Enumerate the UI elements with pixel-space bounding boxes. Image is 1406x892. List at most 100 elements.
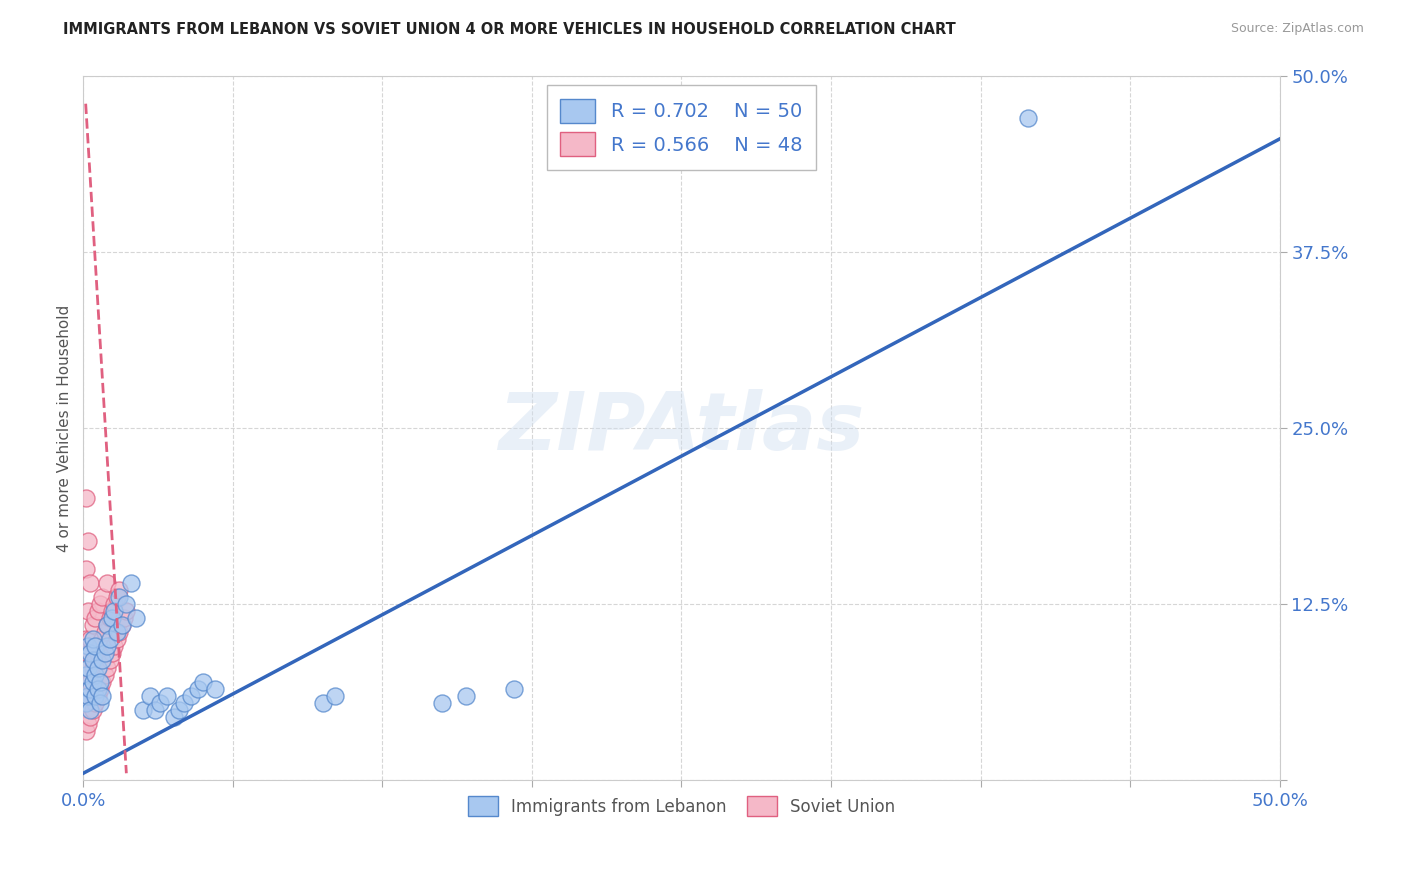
Point [108, 590, 131, 604]
Point [84, 667, 107, 681]
Point [79, 632, 101, 647]
Point [75, 562, 97, 576]
Point [82, 632, 104, 647]
Point [456, 689, 478, 703]
Point [82, 703, 104, 717]
Point [103, 640, 125, 654]
Point [98, 653, 121, 667]
Point [82, 653, 104, 667]
Point [75, 491, 97, 506]
Point [115, 597, 138, 611]
Point [75, 696, 97, 710]
Point [503, 681, 526, 696]
Point [432, 696, 454, 710]
Point [105, 625, 128, 640]
Point [91, 632, 114, 647]
Point [110, 618, 132, 632]
Point [86, 647, 108, 661]
Point [75, 667, 97, 681]
Point [311, 696, 333, 710]
Point [89, 674, 111, 689]
Point [180, 689, 202, 703]
Point [84, 689, 107, 703]
Point [75, 723, 97, 738]
Point [82, 674, 104, 689]
Text: IMMIGRANTS FROM LEBANON VS SOVIET UNION 4 OR MORE VEHICLES IN HOUSEHOLD CORRELAT: IMMIGRANTS FROM LEBANON VS SOVIET UNION … [63, 22, 956, 37]
Point [105, 632, 128, 647]
Point [86, 660, 108, 674]
Point [98, 611, 121, 625]
Point [105, 590, 128, 604]
Point [191, 674, 214, 689]
Point [94, 647, 117, 661]
Point [82, 660, 104, 674]
Point [96, 618, 118, 632]
Point [84, 696, 107, 710]
Point [115, 604, 138, 618]
Point [84, 640, 107, 654]
Point [77, 660, 100, 674]
Point [79, 681, 101, 696]
Point [75, 660, 97, 674]
Point [96, 576, 118, 591]
Point [94, 625, 117, 640]
Point [86, 681, 108, 696]
Point [79, 576, 101, 591]
Point [89, 681, 111, 696]
Point [79, 710, 101, 724]
Y-axis label: 4 or more Vehicles in Household: 4 or more Vehicles in Household [58, 304, 72, 551]
Point [187, 681, 209, 696]
Point [143, 703, 166, 717]
Point [94, 667, 117, 681]
Point [77, 640, 100, 654]
Point [77, 717, 100, 731]
Point [89, 696, 111, 710]
Point [120, 576, 142, 591]
Point [79, 647, 101, 661]
Point [173, 696, 195, 710]
Point [101, 647, 124, 661]
Point [86, 689, 108, 703]
Point [84, 653, 107, 667]
Point [110, 618, 132, 632]
Point [75, 696, 97, 710]
Point [89, 597, 111, 611]
Point [139, 689, 162, 703]
Legend: Immigrants from Lebanon, Soviet Union: Immigrants from Lebanon, Soviet Union [460, 788, 904, 825]
Point [86, 604, 108, 618]
Point [323, 689, 346, 703]
Point [101, 604, 124, 618]
Point [91, 674, 114, 689]
Point [132, 703, 155, 717]
Point [89, 640, 111, 654]
Point [204, 681, 226, 696]
Point [84, 611, 107, 625]
Point [112, 611, 135, 625]
Point [77, 604, 100, 618]
Point [77, 689, 100, 703]
Point [96, 660, 118, 674]
Point [1017, 111, 1039, 125]
Point [79, 703, 101, 717]
Point [82, 618, 104, 632]
Point [75, 632, 97, 647]
Point [77, 689, 100, 703]
Point [108, 582, 131, 597]
Point [98, 632, 121, 647]
Point [156, 689, 179, 703]
Point [101, 611, 124, 625]
Point [125, 611, 148, 625]
Point [79, 674, 101, 689]
Point [96, 618, 118, 632]
Point [91, 689, 114, 703]
Point [103, 604, 125, 618]
Point [103, 597, 125, 611]
Text: ZIPAtlas: ZIPAtlas [498, 389, 865, 467]
Point [77, 533, 100, 548]
Point [163, 710, 186, 724]
Point [108, 625, 131, 640]
Point [149, 696, 172, 710]
Point [167, 703, 190, 717]
Point [77, 647, 100, 661]
Text: Source: ZipAtlas.com: Source: ZipAtlas.com [1230, 22, 1364, 36]
